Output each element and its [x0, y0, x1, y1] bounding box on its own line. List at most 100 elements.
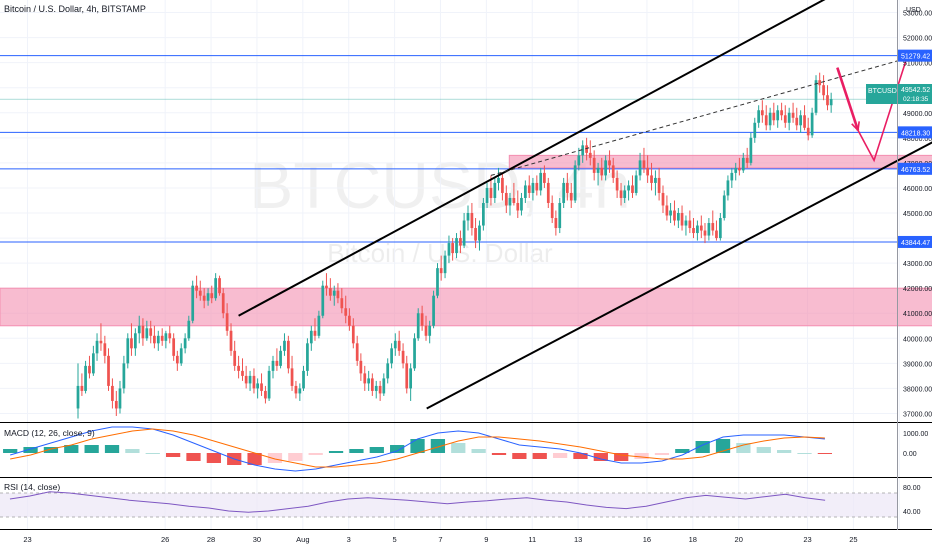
currency-label: USD [906, 7, 921, 14]
candle-body [351, 325, 355, 344]
candle-body [290, 368, 294, 386]
macd-legend[interactable]: MACD (12, 26, close, 9) [4, 428, 95, 438]
candle [443, 250, 447, 279]
candle [317, 310, 321, 339]
rsi-legend[interactable]: RSI (14, close) [4, 482, 60, 492]
price-axis[interactable]: 37000.00 38000.00 39000.00 40000.00 41000.00… [898, 11, 932, 516]
rsi-line [9, 491, 826, 513]
candle [512, 182, 516, 206]
candle-body [810, 112, 814, 136]
candle [241, 358, 244, 381]
candle [783, 105, 787, 128]
last-price-label: 49542.52 [901, 87, 930, 94]
candle-body [198, 290, 202, 296]
candle-body [482, 202, 485, 226]
candle [111, 378, 114, 409]
chart-title: Bitcoin / U.S. Dollar, 4h, BITSTAMP [4, 4, 146, 14]
bar-countdown: 02:18:35 [903, 96, 929, 103]
candle [145, 320, 149, 341]
candle-body [619, 190, 623, 198]
candle [569, 182, 573, 208]
candle [699, 215, 703, 239]
candle-body [573, 165, 577, 201]
candle-body [99, 340, 103, 344]
candle [546, 177, 550, 208]
candle-body [577, 155, 581, 166]
candle-body [336, 290, 340, 299]
candle [370, 373, 374, 396]
channel-line-1[interactable] [426, 75, 932, 410]
candle-body [348, 315, 351, 326]
candle-body [111, 385, 114, 401]
candle [202, 288, 206, 309]
candle [363, 365, 367, 391]
candle-body [390, 348, 393, 364]
time-tick-label: 30 [253, 535, 261, 544]
candle [382, 373, 386, 396]
candle-body [692, 228, 695, 234]
price-tick-label: 51000.00 [903, 61, 932, 68]
candle-body [428, 325, 432, 336]
candle-body [237, 365, 240, 371]
candle [753, 117, 757, 143]
candle-body [661, 192, 665, 206]
candle-body [141, 325, 145, 339]
time-axis[interactable]: 23 26 28 30 Aug 3 5 7 9 11 13 16 18 20 23 25 [23, 535, 857, 544]
candle [531, 177, 535, 201]
candle [684, 215, 688, 236]
candle-body [508, 197, 512, 206]
candle [214, 273, 218, 301]
macd-histogram-bar [390, 445, 405, 453]
candle-body [378, 385, 382, 394]
candle-body [600, 167, 604, 176]
macd-histogram-bar [817, 453, 833, 454]
candle [225, 303, 229, 336]
candle [623, 185, 627, 203]
candle-body [210, 293, 214, 299]
candle [84, 360, 87, 394]
candle-body [416, 313, 420, 339]
candle [829, 92, 833, 113]
candle-body [248, 375, 252, 384]
candles-layer [76, 72, 833, 419]
candle-body [711, 223, 715, 231]
candle [432, 290, 435, 329]
zone-0[interactable] [508, 154, 932, 169]
rsi-band [0, 493, 897, 517]
candle [565, 172, 569, 201]
candle-body [325, 285, 328, 289]
candle-body [309, 330, 313, 344]
candle [413, 333, 416, 371]
candle [608, 150, 611, 173]
dashed-trendline[interactable] [490, 33, 932, 176]
zone-1[interactable] [0, 287, 932, 327]
candle-body [409, 368, 413, 389]
candle-body [722, 195, 726, 219]
candle [485, 182, 489, 208]
macd-histogram-bar [736, 443, 751, 453]
candle [493, 177, 497, 203]
candle-body [470, 213, 474, 229]
candle-body [535, 182, 539, 191]
candle [92, 345, 95, 376]
candle [665, 195, 669, 221]
time-tick-label: 18 [689, 535, 697, 544]
price-tick-label: 39000.00 [903, 361, 932, 368]
candle-body [344, 308, 348, 316]
candle [722, 190, 726, 221]
candle [600, 157, 604, 181]
candle [436, 263, 439, 299]
candle [168, 325, 172, 344]
candle [179, 343, 183, 366]
channel-line-0[interactable] [238, 0, 842, 317]
candle-body [451, 243, 454, 254]
candle [826, 85, 829, 111]
candle [634, 170, 638, 196]
candle-body [523, 185, 527, 198]
projection-arrowhead-down [851, 121, 860, 133]
candle [776, 105, 780, 128]
candle-body [764, 115, 768, 126]
macd-histogram-bar [247, 453, 262, 465]
